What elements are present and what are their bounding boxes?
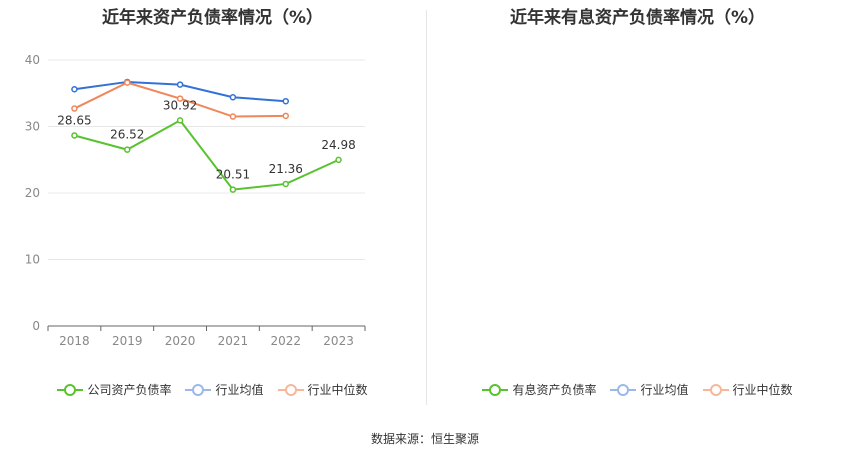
- legend-marker-icon: [185, 383, 212, 397]
- x-tick-label: 2018: [59, 334, 90, 348]
- legend-label: 行业均值: [215, 383, 264, 397]
- legend-item-company[interactable]: 公司资产负债率: [57, 381, 171, 398]
- x-tick-label: 2019: [112, 334, 143, 348]
- chart-title: 近年来资产负债率情况（%）: [101, 8, 324, 28]
- legend-item-industry-mean[interactable]: 行业均值: [185, 381, 264, 398]
- data-point: [176, 117, 184, 124]
- legend-item-industry-median[interactable]: 行业中位数: [277, 381, 368, 398]
- data-point: [71, 132, 78, 139]
- data-point: [282, 112, 289, 120]
- data-point: [282, 180, 289, 188]
- data-label: 20.51: [216, 168, 250, 182]
- data-label: 21.36: [269, 162, 303, 176]
- legend-item-industry-mean[interactable]: 行业均值: [610, 381, 689, 398]
- legend-marker-icon: [702, 383, 729, 397]
- legend-label: 公司资产负债率: [87, 383, 172, 397]
- chart-title: 近年来有息资产负债率情况（%）: [509, 8, 766, 28]
- legend-marker-icon: [57, 383, 84, 397]
- x-tick-label: 2021: [218, 334, 249, 348]
- legend-label: 行业中位数: [732, 383, 793, 397]
- x-tick-label: 2020: [165, 334, 196, 348]
- data-point: [176, 95, 184, 102]
- data-point: [71, 86, 78, 93]
- legend-label: 行业均值: [640, 383, 689, 397]
- y-tick-label: 0: [32, 319, 40, 333]
- data-label: 26.52: [110, 128, 144, 142]
- data-label: 28.65: [57, 113, 91, 127]
- data-point: [71, 105, 78, 112]
- left-chart-plot: 0 10 20 30 40 2018 2019 2020 2021 2022 2023 28.65 26…: [25, 53, 366, 348]
- left-chart-panel: 近年来资产负债率情况（%） 0 10 20 30 40 2018 2019 2020 2021 2…: [0, 0, 425, 410]
- legend-marker-icon: [610, 383, 637, 397]
- right-chart-plot: 036912151820182019202020212022202314.941…: [425, 0, 850, 370]
- data-point: [176, 81, 184, 88]
- legend-item-interest-bearing[interactable]: 有息资产负债率: [482, 381, 596, 398]
- legend-marker-icon: [482, 383, 509, 397]
- y-tick-label: 30: [25, 120, 40, 134]
- data-point: [282, 97, 289, 105]
- legend: 公司资产负债率 行业均值 行业中位数: [0, 381, 425, 398]
- data-point: [229, 113, 237, 120]
- x-tick-label: 2023: [323, 334, 354, 348]
- legend: 有息资产负债率 行业均值 行业中位数: [425, 381, 850, 398]
- data-source-note: 数据来源：恒生聚源: [370, 432, 479, 446]
- legend-label: 行业中位数: [307, 383, 368, 397]
- series-line: [74, 119, 339, 191]
- y-tick-label: 10: [25, 253, 40, 267]
- data-point: [229, 93, 237, 101]
- legend-label: 有息资产负债率: [512, 383, 597, 397]
- data-point: [124, 79, 131, 86]
- legend-marker-icon: [277, 383, 304, 397]
- data-point: [229, 186, 237, 193]
- y-tick-label: 40: [25, 53, 40, 67]
- data-point: [335, 156, 342, 164]
- x-tick-label: 2022: [270, 334, 301, 348]
- data-label: 30.92: [163, 98, 197, 112]
- data-label: 24.98: [321, 138, 355, 152]
- right-chart-panel: 近年来有息资产负债率情况（%） 036912151820182019202020…: [425, 0, 850, 410]
- y-tick-label: 20: [25, 186, 40, 200]
- legend-item-industry-median[interactable]: 行业中位数: [702, 381, 793, 398]
- panel-divider: [426, 10, 427, 405]
- data-point: [124, 146, 131, 153]
